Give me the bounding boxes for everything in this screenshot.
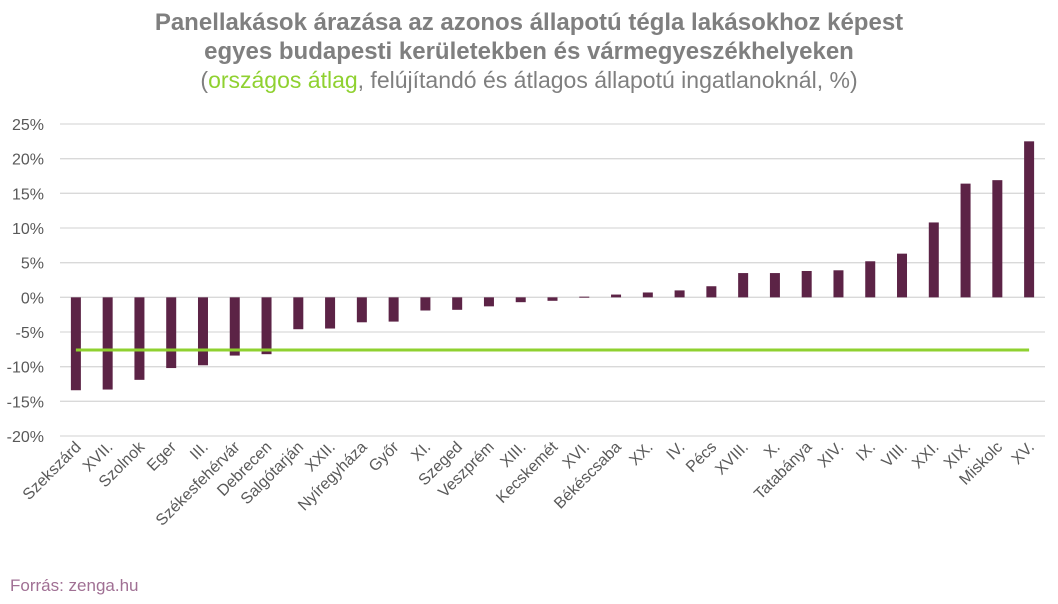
bar (134, 297, 145, 380)
bar (833, 270, 844, 298)
chart-title: Panellakások árazása az azonos állapotú … (0, 8, 1058, 95)
bar (897, 253, 908, 298)
bar (483, 297, 494, 307)
bar (388, 297, 399, 322)
bar (865, 261, 876, 298)
x-tick-label: XX. (626, 439, 656, 469)
x-tick-label: XIV. (815, 439, 847, 471)
x-tick-label: III. (187, 439, 212, 464)
subtitle-rest: , felújítandó és átlagos állapotú ingatl… (357, 67, 858, 93)
x-tick-label: Kecskemét (493, 438, 561, 506)
x-tick-label: Szekszárd (20, 439, 85, 504)
bar (356, 297, 367, 323)
y-tick-label: 25% (12, 117, 44, 134)
bar (420, 297, 431, 311)
y-tick-label: 15% (12, 186, 44, 203)
bar (452, 297, 463, 310)
y-tick-label: 0% (21, 290, 44, 307)
x-tick-label: XI. (408, 439, 434, 465)
bar (992, 180, 1003, 298)
title-line-2: egyes budapesti kerületekben és vármegye… (204, 38, 854, 65)
y-tick-label: -5% (16, 325, 44, 342)
x-tick-label: XV. (1009, 439, 1038, 468)
y-tick-label: -10% (7, 360, 44, 377)
bar (547, 297, 558, 301)
bar (706, 286, 717, 298)
bar (928, 222, 939, 298)
bar (102, 297, 113, 390)
x-tick-label: XXI. (909, 439, 942, 472)
title-line-1: Panellakások árazása az azonos állapotú … (154, 9, 904, 36)
bar (1024, 141, 1035, 298)
y-tick-label: 20% (12, 152, 44, 169)
bar (229, 297, 240, 356)
x-tick-label: Győr (366, 438, 403, 475)
bar (738, 273, 749, 298)
bar (293, 297, 304, 330)
bar (325, 297, 336, 329)
bar (166, 297, 177, 369)
y-tick-label: 5% (21, 256, 44, 273)
bar (801, 270, 812, 298)
y-tick-label: 10% (12, 221, 44, 238)
x-tick-label: IX. (853, 439, 879, 465)
x-tick-label: Pécs (683, 439, 720, 476)
x-tick-label: XVIII. (712, 439, 752, 479)
bar (960, 183, 971, 298)
x-tick-label: Eger (144, 438, 180, 474)
x-tick-label: X. (761, 439, 784, 462)
subtitle-average-legend: országos átlag (208, 67, 358, 93)
bar (642, 292, 653, 298)
subtitle: (országos átlag, felújítandó és átlagos … (200, 67, 857, 93)
y-tick-label: -15% (7, 394, 44, 411)
x-tick-label: IV. (664, 439, 689, 464)
subtitle-open: ( (200, 67, 209, 93)
bar (197, 297, 208, 366)
source-note: Forrás: zenga.hu (10, 576, 139, 595)
bar (769, 273, 780, 298)
bar (70, 297, 81, 391)
y-tick-label: -20% (7, 429, 44, 446)
bar (579, 296, 590, 298)
bar (515, 297, 526, 303)
bar (261, 297, 272, 355)
bar (674, 290, 685, 298)
x-tick-label: VIII. (879, 439, 911, 471)
bar (611, 294, 622, 298)
